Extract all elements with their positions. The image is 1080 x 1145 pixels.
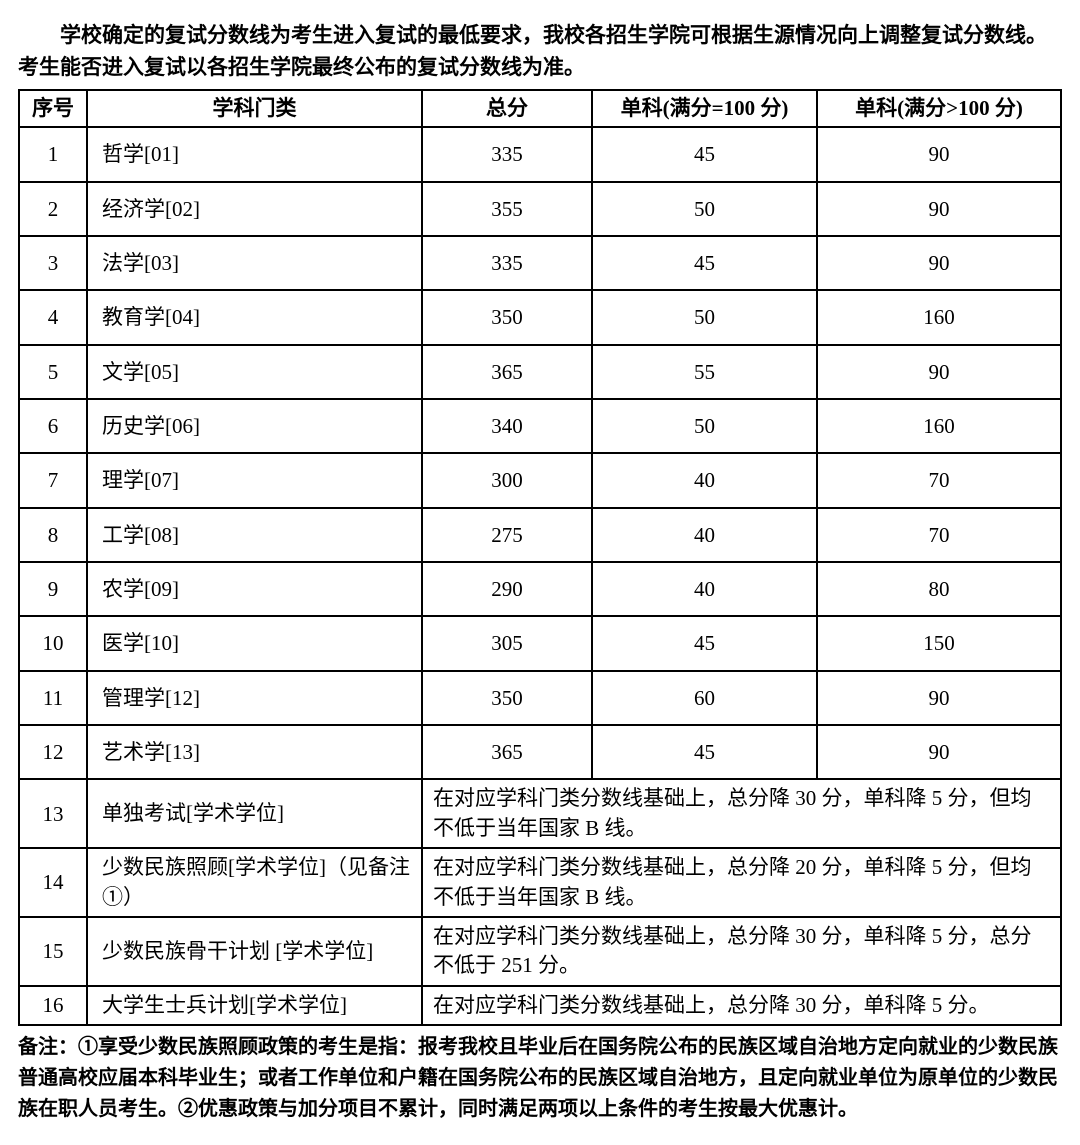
table-row: 10医学[10]30545150 (19, 616, 1061, 670)
cell-s100: 40 (592, 453, 817, 507)
cell-merged-note: 在对应学科门类分数线基础上，总分降 20 分，单科降 5 分，但均不低于当年国家… (422, 848, 1061, 917)
col-header-category: 学科门类 (87, 90, 422, 127)
cell-s100: 40 (592, 508, 817, 562)
cell-index: 12 (19, 725, 87, 779)
cell-total: 340 (422, 399, 592, 453)
cell-s100: 50 (592, 182, 817, 236)
col-header-index: 序号 (19, 90, 87, 127)
table-row: 5文学[05]3655590 (19, 345, 1061, 399)
table-row-merged: 16大学生士兵计划[学术学位]在对应学科门类分数线基础上，总分降 30 分，单科… (19, 986, 1061, 1025)
cell-merged-note: 在对应学科门类分数线基础上，总分降 30 分，单科降 5 分，总分不低于 251… (422, 917, 1061, 986)
footnote-text: 备注：①享受少数民族照顾政策的考生是指：报考我校且毕业后在国务院公布的民族区域自… (18, 1032, 1062, 1125)
cell-sgt100: 150 (817, 616, 1061, 670)
cell-sgt100: 160 (817, 399, 1061, 453)
cell-total: 350 (422, 671, 592, 725)
cell-total: 290 (422, 562, 592, 616)
cell-sgt100: 90 (817, 671, 1061, 725)
cell-sgt100: 90 (817, 725, 1061, 779)
cell-index: 9 (19, 562, 87, 616)
cell-sgt100: 80 (817, 562, 1061, 616)
cell-s100: 60 (592, 671, 817, 725)
cell-s100: 50 (592, 290, 817, 344)
cell-sgt100: 90 (817, 345, 1061, 399)
cell-s100: 45 (592, 127, 817, 181)
cell-total: 275 (422, 508, 592, 562)
table-row-merged: 13单独考试[学术学位]在对应学科门类分数线基础上，总分降 30 分，单科降 5… (19, 779, 1061, 848)
cell-total: 305 (422, 616, 592, 670)
cell-sgt100: 160 (817, 290, 1061, 344)
cell-index: 13 (19, 779, 87, 848)
cell-index: 4 (19, 290, 87, 344)
cell-index: 15 (19, 917, 87, 986)
cell-category: 文学[05] (87, 345, 422, 399)
table-row: 6历史学[06]34050160 (19, 399, 1061, 453)
cell-sgt100: 90 (817, 236, 1061, 290)
table-row: 4教育学[04]35050160 (19, 290, 1061, 344)
cell-sgt100: 70 (817, 453, 1061, 507)
cell-index: 16 (19, 986, 87, 1025)
cell-category: 单独考试[学术学位] (87, 779, 422, 848)
cell-index: 1 (19, 127, 87, 181)
cell-index: 3 (19, 236, 87, 290)
table-row: 11管理学[12]3506090 (19, 671, 1061, 725)
cell-total: 300 (422, 453, 592, 507)
cell-category: 历史学[06] (87, 399, 422, 453)
cell-s100: 45 (592, 236, 817, 290)
cell-index: 8 (19, 508, 87, 562)
cell-category: 工学[08] (87, 508, 422, 562)
cell-index: 14 (19, 848, 87, 917)
cell-sgt100: 90 (817, 127, 1061, 181)
cell-total: 335 (422, 127, 592, 181)
score-table: 序号 学科门类 总分 单科(满分=100 分) 单科(满分>100 分) 1哲学… (18, 89, 1062, 1026)
table-row: 9农学[09]2904080 (19, 562, 1061, 616)
cell-category: 少数民族照顾[学术学位]（见备注①） (87, 848, 422, 917)
col-header-total: 总分 (422, 90, 592, 127)
cell-category: 大学生士兵计划[学术学位] (87, 986, 422, 1025)
cell-category: 农学[09] (87, 562, 422, 616)
cell-s100: 55 (592, 345, 817, 399)
intro-text: 学校确定的复试分数线为考生进入复试的最低要求，我校各招生学院可根据生源情况向上调… (18, 20, 1062, 83)
cell-index: 2 (19, 182, 87, 236)
col-header-s100: 单科(满分=100 分) (592, 90, 817, 127)
cell-category: 经济学[02] (87, 182, 422, 236)
cell-index: 5 (19, 345, 87, 399)
table-header-row: 序号 学科门类 总分 单科(满分=100 分) 单科(满分>100 分) (19, 90, 1061, 127)
table-row: 7理学[07]3004070 (19, 453, 1061, 507)
table-row: 1哲学[01]3354590 (19, 127, 1061, 181)
cell-category: 理学[07] (87, 453, 422, 507)
cell-merged-note: 在对应学科门类分数线基础上，总分降 30 分，单科降 5 分，但均不低于当年国家… (422, 779, 1061, 848)
cell-category: 艺术学[13] (87, 725, 422, 779)
cell-index: 10 (19, 616, 87, 670)
cell-sgt100: 70 (817, 508, 1061, 562)
cell-category: 医学[10] (87, 616, 422, 670)
cell-index: 7 (19, 453, 87, 507)
table-row-merged: 15少数民族骨干计划 [学术学位]在对应学科门类分数线基础上，总分降 30 分，… (19, 917, 1061, 986)
cell-category: 教育学[04] (87, 290, 422, 344)
cell-s100: 40 (592, 562, 817, 616)
cell-category: 哲学[01] (87, 127, 422, 181)
cell-total: 350 (422, 290, 592, 344)
cell-merged-note: 在对应学科门类分数线基础上，总分降 30 分，单科降 5 分。 (422, 986, 1061, 1025)
cell-s100: 45 (592, 616, 817, 670)
table-row-merged: 14少数民族照顾[学术学位]（见备注①）在对应学科门类分数线基础上，总分降 20… (19, 848, 1061, 917)
cell-total: 365 (422, 345, 592, 399)
cell-total: 365 (422, 725, 592, 779)
table-row: 12艺术学[13]3654590 (19, 725, 1061, 779)
cell-category: 少数民族骨干计划 [学术学位] (87, 917, 422, 986)
table-row: 8工学[08]2754070 (19, 508, 1061, 562)
cell-category: 法学[03] (87, 236, 422, 290)
cell-sgt100: 90 (817, 182, 1061, 236)
cell-s100: 45 (592, 725, 817, 779)
table-row: 2经济学[02]3555090 (19, 182, 1061, 236)
cell-s100: 50 (592, 399, 817, 453)
cell-index: 11 (19, 671, 87, 725)
table-row: 3法学[03]3354590 (19, 236, 1061, 290)
cell-total: 355 (422, 182, 592, 236)
col-header-sgt100: 单科(满分>100 分) (817, 90, 1061, 127)
cell-total: 335 (422, 236, 592, 290)
cell-category: 管理学[12] (87, 671, 422, 725)
cell-index: 6 (19, 399, 87, 453)
